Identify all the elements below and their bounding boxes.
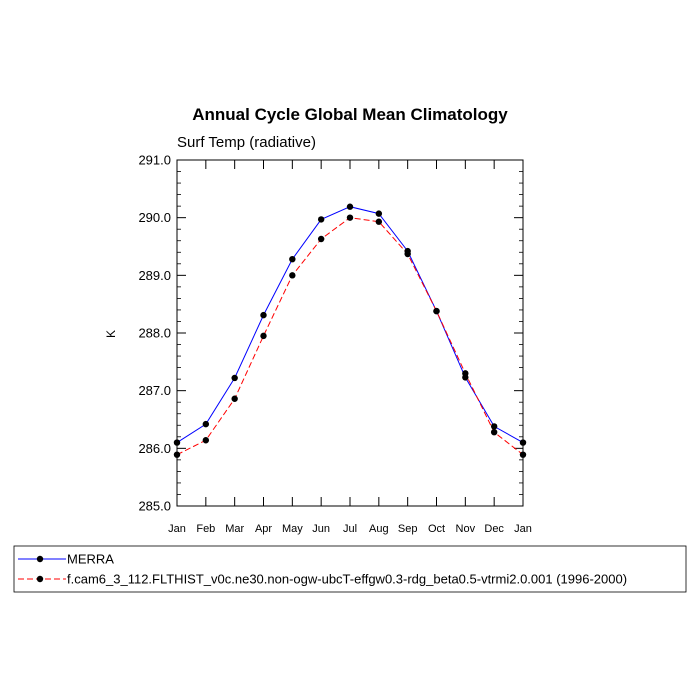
series-1-point — [433, 307, 440, 315]
y-tick-label: 285.0 — [138, 499, 171, 514]
x-tick-label: Dec — [484, 523, 504, 535]
x-tick-label: Feb — [196, 523, 215, 535]
y-tick-label: 289.0 — [138, 268, 171, 283]
series-0-point — [260, 311, 267, 319]
x-tick-label: Aug — [369, 523, 389, 535]
y-tick-label: 287.0 — [138, 383, 171, 398]
series-1-point — [462, 370, 469, 377]
series-0-point — [317, 216, 325, 223]
plot-frame — [176, 159, 524, 507]
x-tick-label: Sep — [398, 523, 418, 535]
plot-series — [173, 203, 527, 458]
series-1-point — [260, 332, 267, 340]
axis-ticks: 285.0 286.0 287.0 288.0 289.0 290.0 291.0 Jan Fe… — [138, 153, 531, 536]
series-1-point — [317, 235, 325, 243]
legend-box — [13, 545, 687, 593]
series-1-point — [375, 218, 383, 225]
legend-marker-0 — [36, 555, 44, 563]
y-tick-label: 290.0 — [138, 210, 171, 225]
x-tick-label: Apr — [255, 523, 272, 535]
series-line-1 — [176, 217, 524, 456]
series-1-point — [404, 250, 411, 258]
series-1-point — [346, 214, 354, 221]
x-tick-label: Jan — [514, 523, 532, 535]
x-tick-label: Nov — [456, 523, 476, 535]
y-tick-label: 288.0 — [138, 326, 171, 341]
series-0-point — [375, 210, 383, 217]
series-1-point — [231, 395, 238, 402]
x-tick-label: Jan — [168, 523, 186, 535]
legend-marker-1 — [36, 575, 44, 583]
series-0-point — [490, 423, 498, 430]
series-1-point — [202, 437, 210, 444]
legend-label-1: f.cam6_3_112.FLTHIST_v0c.ne30.non-ogw-ub… — [67, 572, 627, 587]
series-0-point — [346, 203, 354, 210]
series-0-point — [289, 255, 296, 263]
y-axis-label: K — [104, 330, 118, 338]
legend: MERRA f.cam6_3_112.FLTHIST_v0c.ne30.non-o… — [13, 545, 687, 593]
series-0-point — [231, 374, 238, 382]
legend-label-0: MERRA — [67, 552, 114, 567]
x-tick-label: Jul — [343, 523, 357, 535]
y-tick-label: 291.0 — [138, 153, 171, 168]
series-1-point — [490, 428, 498, 436]
y-tick-label: 286.0 — [138, 441, 171, 456]
series-0-point — [202, 420, 210, 428]
series-1-point — [289, 272, 296, 279]
chart-subtitle: Surf Temp (radiative) — [177, 134, 316, 151]
x-tick-label: May — [282, 523, 303, 535]
x-tick-label: Jun — [312, 523, 330, 535]
x-tick-label: Mar — [225, 523, 244, 535]
x-tick-label: Oct — [428, 523, 445, 535]
chart-title: Annual Cycle Global Mean Climatology — [192, 105, 508, 124]
